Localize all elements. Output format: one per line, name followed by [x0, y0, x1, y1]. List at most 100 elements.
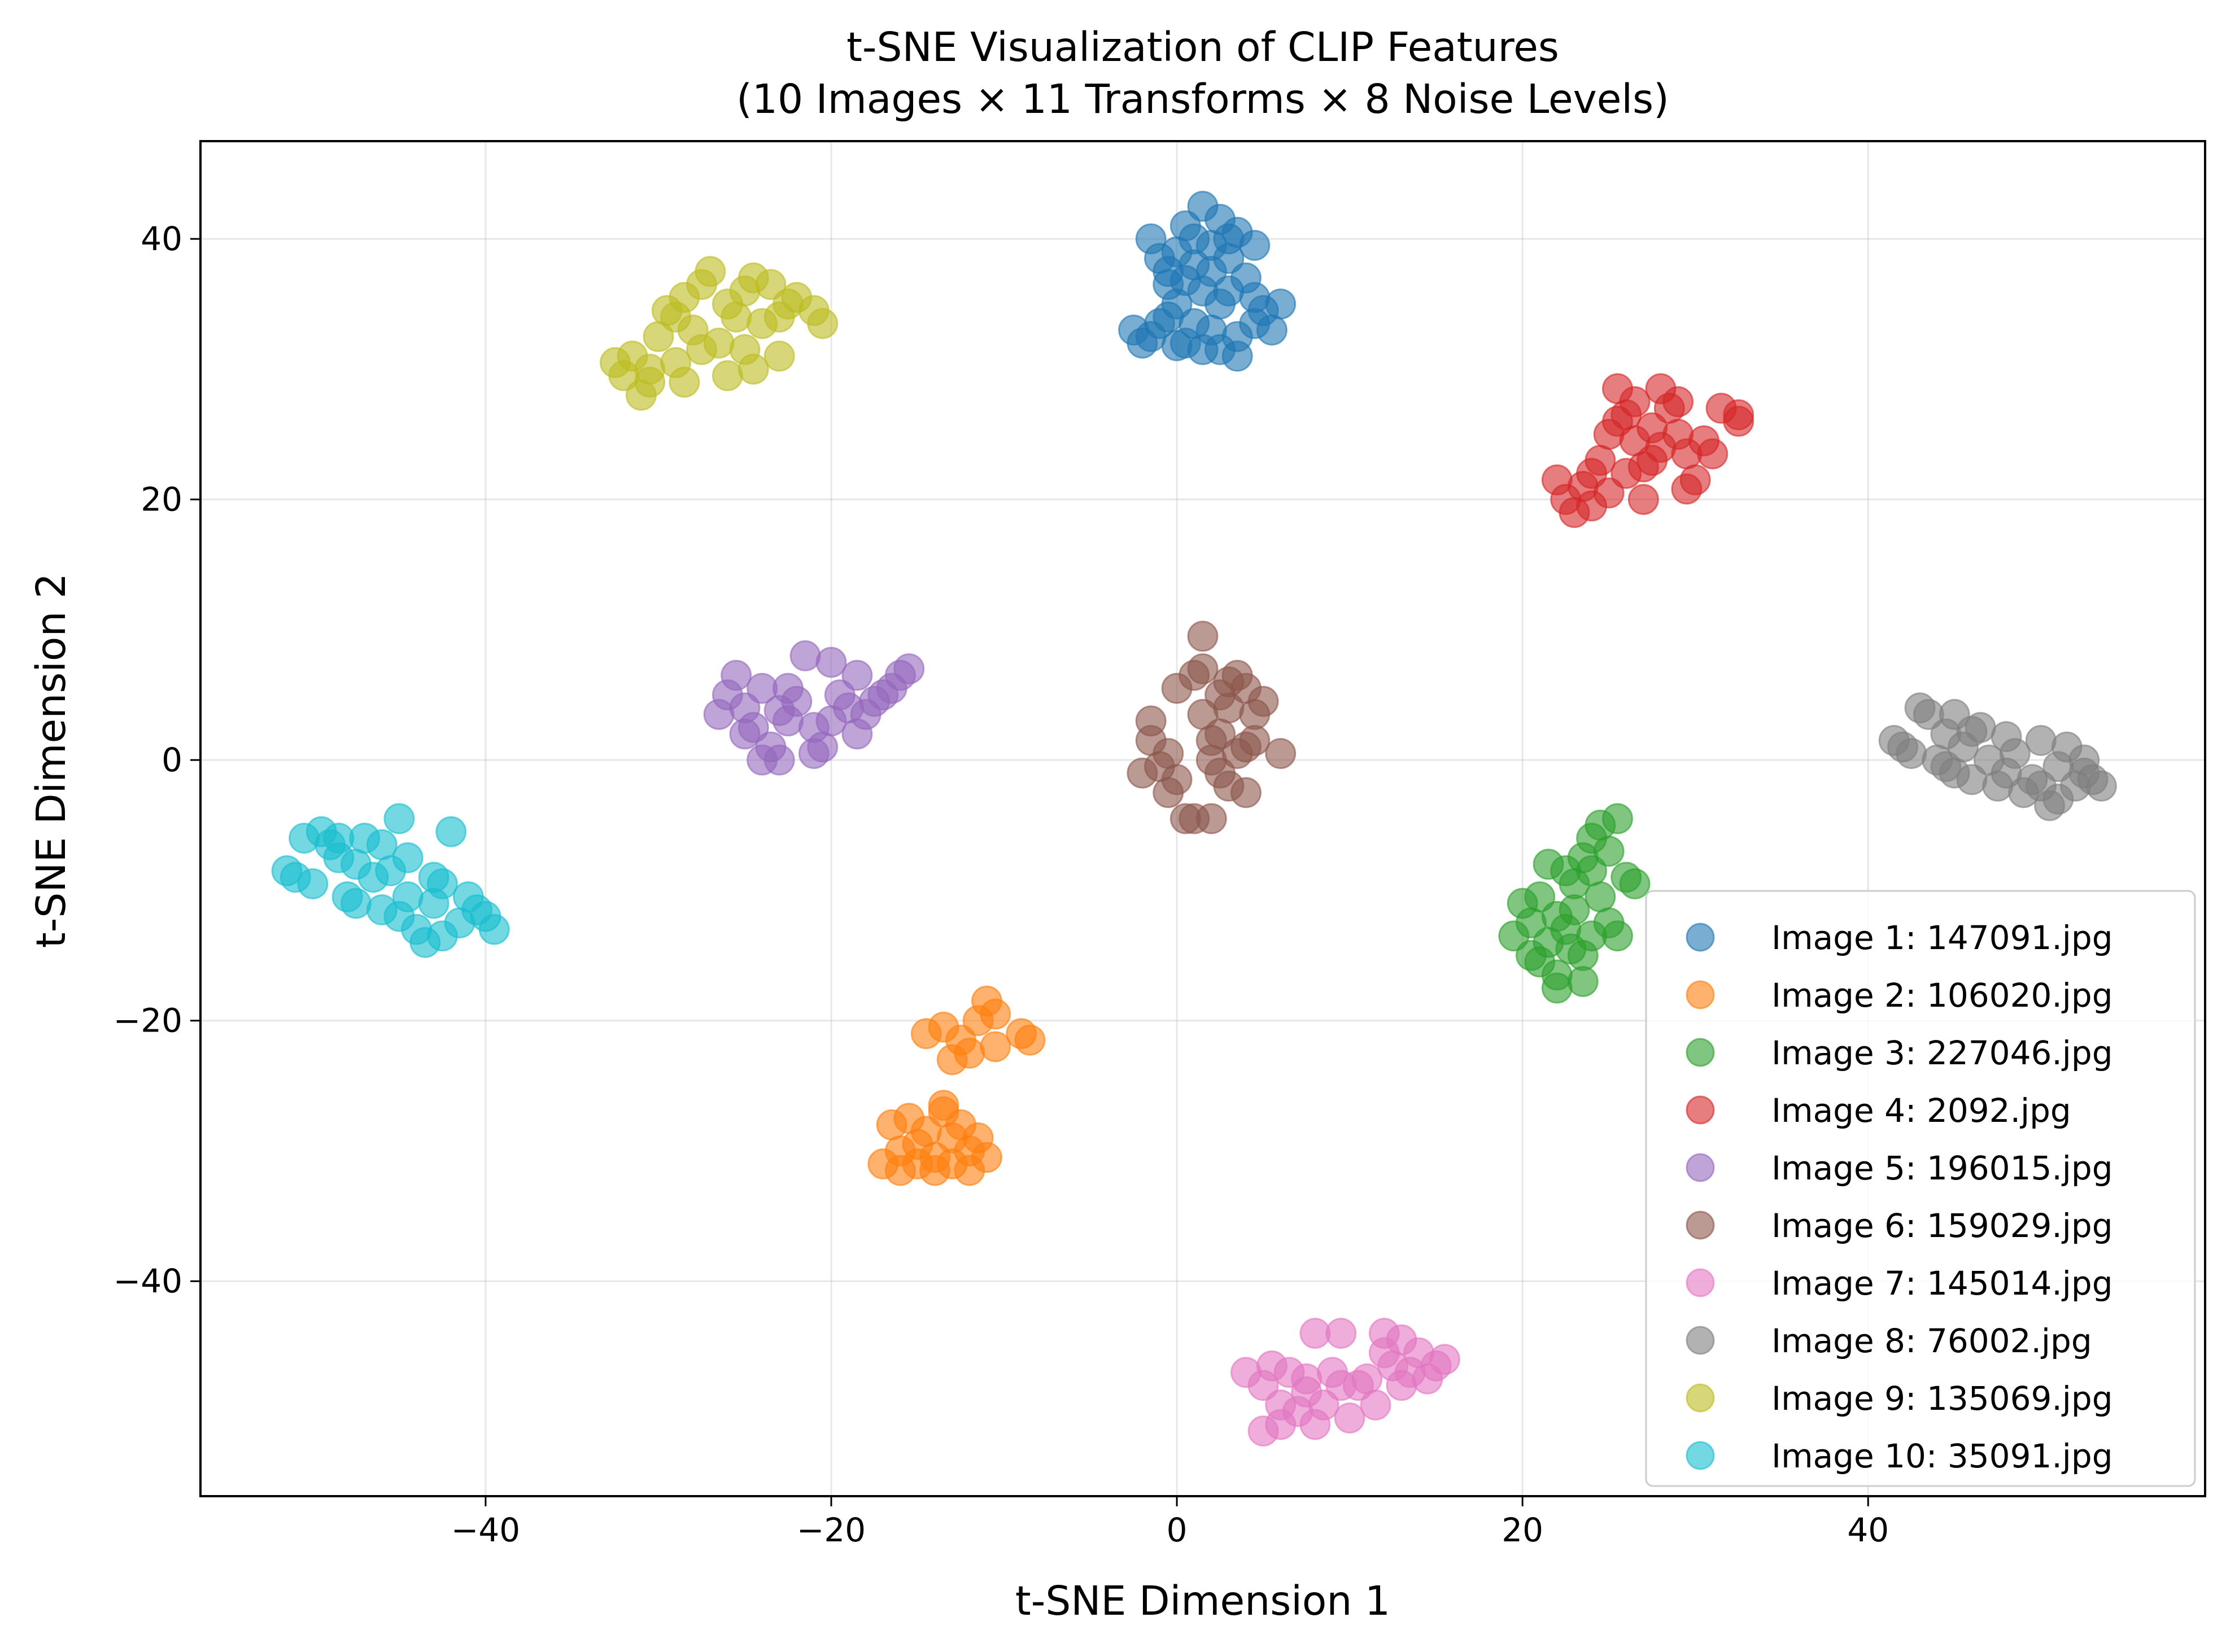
data-point — [1524, 881, 1556, 912]
data-point — [1325, 1370, 1357, 1401]
data-point — [712, 288, 743, 320]
data-point — [1896, 738, 1927, 770]
legend-marker — [1686, 980, 1715, 1009]
data-point — [1135, 705, 1167, 737]
x-tick-label: 0 — [1167, 1511, 1188, 1549]
data-point — [660, 301, 692, 333]
legend-entry-label: Image 10: 35091.jpg — [1771, 1437, 2113, 1475]
series-7-points — [1230, 1318, 1460, 1447]
data-point — [1697, 438, 1729, 470]
chart-subtitle: (10 Images × 11 Transforms × 8 Noise Lev… — [736, 76, 1669, 123]
legend-entry-label: Image 2: 106020.jpg — [1771, 976, 2113, 1015]
series-9-points — [599, 256, 839, 411]
data-point — [807, 308, 839, 339]
data-point — [426, 920, 458, 952]
data-point — [1291, 1363, 1322, 1395]
data-point — [954, 1155, 985, 1186]
series-5-points — [703, 640, 925, 776]
data-point — [1230, 777, 1262, 808]
data-point — [1636, 444, 1668, 476]
data-point — [893, 653, 925, 685]
data-point — [737, 353, 769, 385]
data-point — [1014, 1024, 1046, 1056]
data-point — [1256, 314, 1287, 346]
legend: Image 1: 147091.jpg Image 2: 106020.jpg Im… — [1645, 890, 2196, 1487]
legend-marker — [1686, 1153, 1715, 1182]
data-point — [418, 862, 449, 893]
data-point — [383, 803, 415, 834]
legend-marker — [1686, 1326, 1715, 1355]
data-point — [1585, 444, 1616, 476]
data-point — [815, 705, 847, 737]
data-point — [1576, 490, 1608, 522]
data-point — [1265, 288, 1297, 320]
axis-ticks: −40 −20 0 20 40 −40 −20 0 20 40 — [114, 220, 1889, 1549]
data-point — [1515, 939, 1547, 971]
series-10-points — [271, 803, 510, 958]
legend-marker — [1686, 1095, 1715, 1125]
data-point — [1213, 275, 1245, 307]
data-point — [1187, 620, 1219, 652]
data-point — [1601, 803, 1633, 834]
x-tick-label: −20 — [797, 1511, 866, 1549]
data-point — [1360, 1389, 1391, 1421]
data-point — [297, 868, 329, 899]
data-point — [1671, 473, 1703, 505]
data-point — [763, 340, 795, 372]
data-point — [340, 888, 372, 919]
data-point — [1221, 340, 1253, 372]
data-point — [729, 718, 761, 750]
data-point — [841, 659, 873, 691]
data-point — [1213, 223, 1245, 255]
data-point — [1429, 1344, 1460, 1375]
data-point — [1153, 738, 1184, 770]
data-point — [1325, 1318, 1357, 1349]
data-point — [1585, 881, 1616, 912]
y-tick-label: 20 — [141, 480, 182, 519]
legend-entry-label: Image 6: 159029.jpg — [1771, 1207, 2113, 1245]
series-2-points — [867, 985, 1046, 1186]
data-point — [1627, 484, 1659, 515]
data-point — [1559, 894, 1590, 926]
data-point — [1723, 405, 1754, 437]
data-point — [747, 744, 778, 776]
legend-marker — [1686, 1383, 1715, 1413]
legend-marker — [1686, 923, 1715, 952]
legend-marker — [1686, 1210, 1715, 1240]
data-point — [669, 366, 700, 398]
data-point — [798, 738, 830, 770]
data-point — [980, 1031, 1011, 1063]
data-point — [1169, 265, 1201, 296]
data-point — [712, 360, 743, 391]
x-tick-label: −40 — [451, 1511, 520, 1549]
data-point — [1334, 1402, 1365, 1434]
series-6-points — [1127, 620, 1297, 834]
data-point — [478, 914, 510, 945]
data-point — [763, 301, 795, 333]
data-point — [1187, 653, 1219, 685]
y-tick-label: −20 — [114, 1002, 182, 1040]
data-point — [1368, 1337, 1400, 1369]
data-point — [1555, 933, 1587, 965]
data-point — [1265, 738, 1297, 770]
legend-entry-label: Image 8: 76002.jpg — [1771, 1322, 2092, 1360]
data-point — [2042, 783, 2074, 815]
y-tick-label: −40 — [114, 1262, 182, 1300]
data-point — [1299, 1409, 1331, 1440]
legend-entry-label: Image 5: 196015.jpg — [1771, 1149, 2113, 1187]
data-point — [1143, 308, 1175, 339]
data-point — [1351, 1363, 1383, 1395]
series-1-points — [1118, 190, 1297, 372]
series-3-points — [1498, 803, 1651, 1004]
data-point — [1239, 282, 1271, 313]
data-point — [435, 816, 467, 847]
data-point — [1195, 744, 1227, 776]
legend-entry-label: Image 1: 147091.jpg — [1771, 919, 2113, 957]
series-8-points — [1878, 692, 2117, 821]
data-point — [289, 823, 320, 854]
data-point — [1619, 386, 1651, 418]
data-point — [1265, 1409, 1297, 1440]
data-point — [763, 694, 795, 726]
